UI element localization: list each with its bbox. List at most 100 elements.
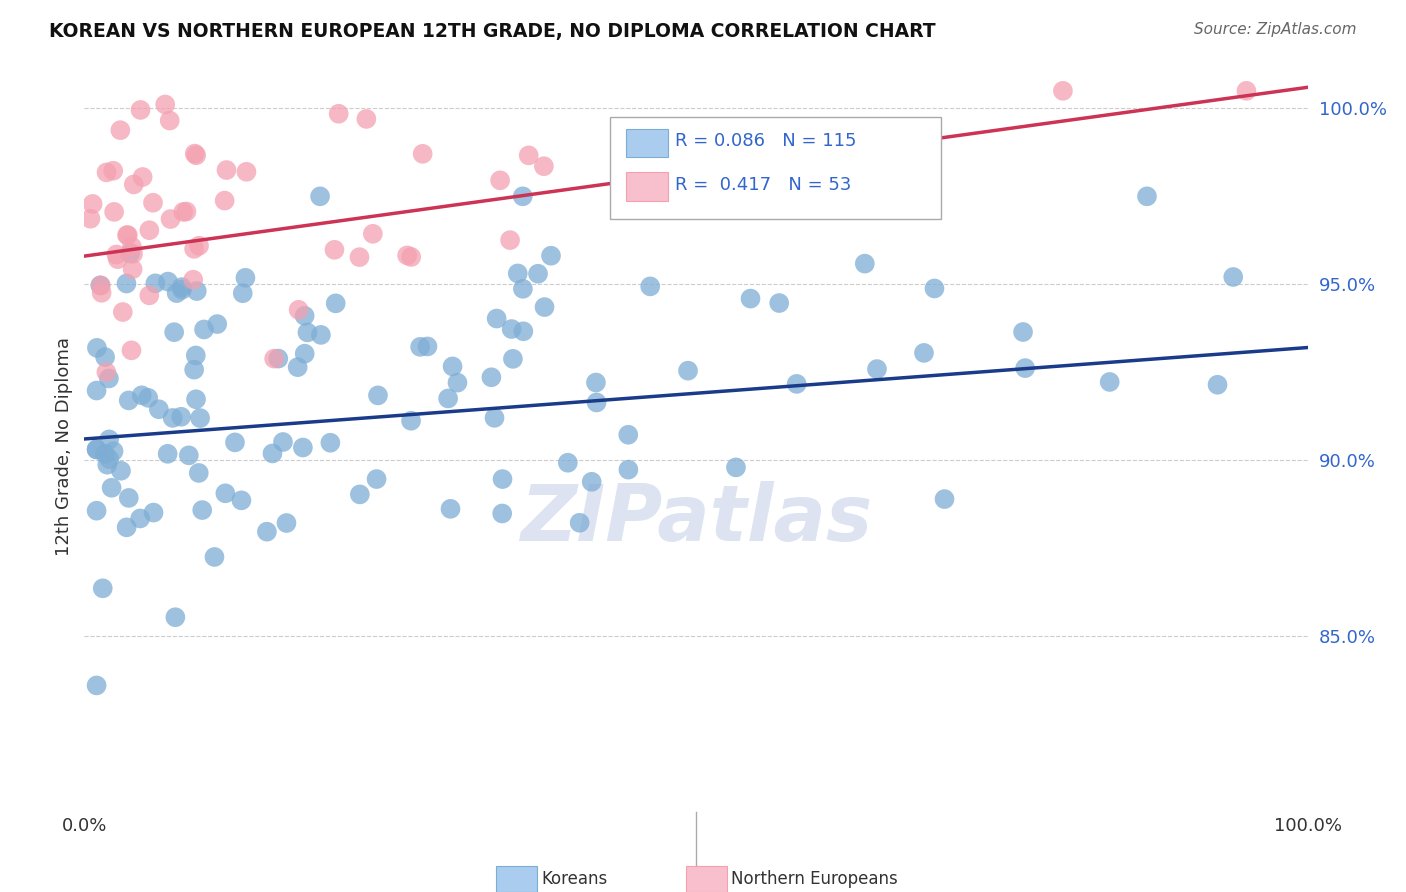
Point — [416, 339, 439, 353]
Point — [502, 351, 524, 366]
Point — [82, 197, 104, 211]
Point — [235, 270, 257, 285]
Point — [103, 163, 125, 178]
Point — [103, 444, 125, 458]
Point — [617, 427, 640, 442]
Point — [115, 277, 138, 291]
Point — [1014, 361, 1036, 376]
Point — [412, 146, 434, 161]
Point — [224, 435, 246, 450]
Point — [170, 283, 193, 297]
Point — [131, 388, 153, 402]
Point — [138, 288, 160, 302]
Point — [86, 341, 108, 355]
Point — [294, 346, 316, 360]
Point — [183, 242, 205, 256]
Point — [187, 466, 209, 480]
Point — [291, 441, 314, 455]
Point — [86, 442, 108, 457]
Point — [98, 433, 121, 447]
Point — [148, 402, 170, 417]
Text: Source: ZipAtlas.com: Source: ZipAtlas.com — [1194, 22, 1357, 37]
Point — [170, 280, 193, 294]
Point — [349, 487, 371, 501]
Point — [506, 267, 529, 281]
Point — [184, 146, 207, 161]
Point — [118, 246, 141, 260]
Point — [90, 278, 112, 293]
Point — [129, 103, 152, 117]
Point — [235, 165, 257, 179]
Point — [499, 233, 522, 247]
Point — [263, 351, 285, 366]
Point — [107, 252, 129, 267]
Point — [287, 360, 309, 375]
Point — [86, 678, 108, 692]
Point — [90, 285, 112, 300]
Point — [105, 247, 128, 261]
Point — [184, 392, 207, 407]
Point — [786, 376, 808, 391]
FancyBboxPatch shape — [626, 172, 668, 201]
Point — [585, 395, 607, 409]
Point — [186, 284, 208, 298]
Point — [512, 282, 534, 296]
Point — [142, 195, 165, 210]
Point — [924, 281, 946, 295]
Point — [172, 205, 194, 219]
Point — [86, 384, 108, 398]
Point — [367, 388, 389, 402]
Point — [1222, 270, 1244, 285]
Point — [262, 446, 284, 460]
Text: KOREAN VS NORTHERN EUROPEAN 12TH GRADE, NO DIPLOMA CORRELATION CHART: KOREAN VS NORTHERN EUROPEAN 12TH GRADE, … — [49, 22, 936, 41]
Point — [231, 493, 253, 508]
Point — [446, 376, 468, 390]
FancyBboxPatch shape — [626, 128, 668, 157]
Point — [103, 205, 125, 219]
Point — [181, 273, 204, 287]
Point — [517, 148, 540, 162]
Point — [98, 452, 121, 467]
Point — [165, 610, 187, 624]
Point — [214, 194, 236, 208]
Point — [581, 475, 603, 489]
Point — [204, 549, 226, 564]
Point — [501, 322, 523, 336]
Point — [191, 503, 214, 517]
Point — [439, 501, 461, 516]
Point — [159, 212, 181, 227]
Point — [399, 250, 422, 264]
Point — [159, 113, 181, 128]
Point — [122, 178, 145, 192]
Point — [117, 228, 139, 243]
Point — [186, 148, 208, 162]
Point — [396, 248, 419, 262]
Point — [527, 267, 550, 281]
Point — [491, 472, 513, 486]
Point — [1136, 189, 1159, 203]
Point — [129, 511, 152, 525]
Point — [319, 435, 342, 450]
Point — [115, 228, 138, 243]
Point — [912, 346, 935, 360]
Point — [568, 516, 591, 530]
Text: ZIPatlas: ZIPatlas — [520, 481, 872, 558]
Point — [853, 257, 876, 271]
Point — [866, 362, 889, 376]
Point — [328, 107, 350, 121]
Point — [294, 309, 316, 323]
Point — [309, 189, 332, 203]
Point — [183, 362, 205, 376]
Point — [399, 414, 422, 428]
Point — [121, 240, 143, 254]
Point — [155, 97, 177, 112]
Point — [1052, 84, 1074, 98]
Point — [79, 211, 101, 226]
Point — [356, 112, 378, 126]
Point — [409, 340, 432, 354]
Point — [349, 250, 371, 264]
Point — [1098, 375, 1121, 389]
Point — [131, 169, 153, 184]
Point — [325, 296, 347, 310]
Point — [768, 296, 790, 310]
